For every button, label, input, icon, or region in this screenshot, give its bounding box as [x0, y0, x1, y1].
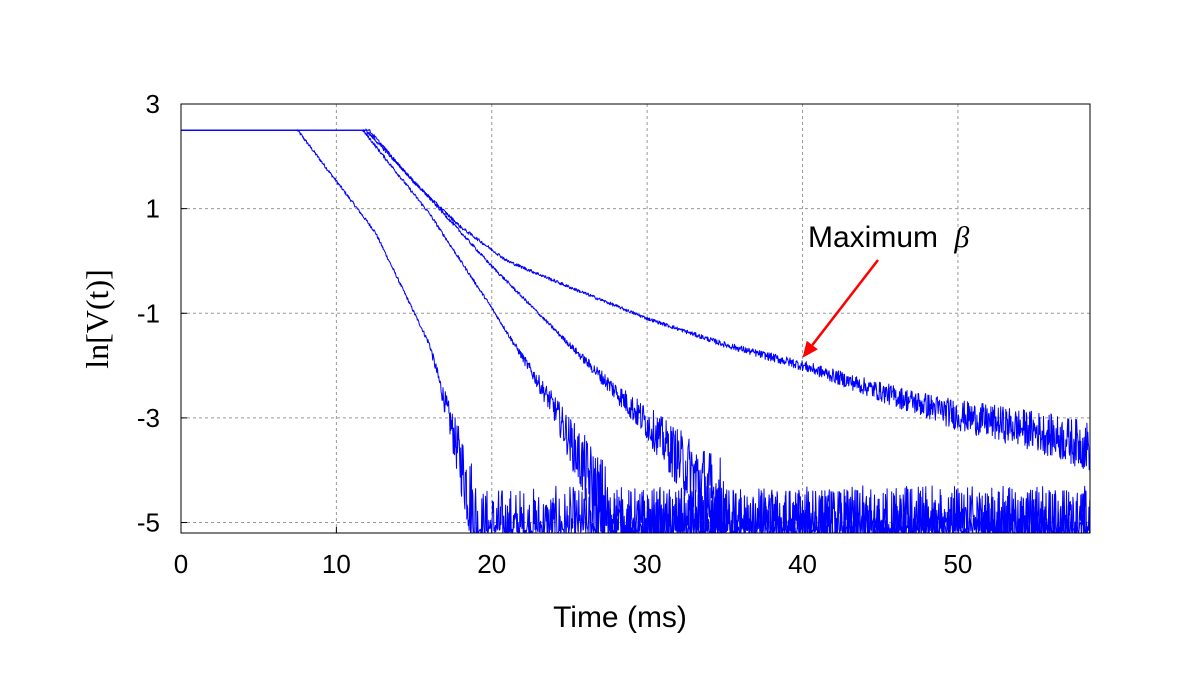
y-tick-label: -5 [137, 508, 160, 538]
annotation: Maximum β [802, 221, 969, 358]
x-tick-label: 50 [943, 549, 972, 579]
series-line-1 [180, 129, 1091, 534]
annotation-arrow [811, 259, 879, 346]
grid [180, 103, 1090, 533]
y-tick-label: 1 [146, 194, 160, 224]
x-tick-label: 10 [322, 549, 351, 579]
tick-labels: 0 10 20 30 40 50 3 1 -1 -3 -5 [137, 89, 973, 579]
series-line-2 [180, 129, 1091, 534]
y-axis-label: ln[V(t)] [79, 269, 115, 369]
x-axis-label: Time (ms) [553, 601, 687, 634]
annotation-arrow-head [802, 340, 818, 358]
y-tick-label: -3 [137, 403, 160, 433]
x-tick-label: 30 [633, 549, 662, 579]
svg-text:Maximum β: Maximum β [808, 221, 969, 254]
y-tick-label: 3 [146, 89, 160, 119]
x-tick-label: 40 [788, 549, 817, 579]
y-tick-label: -1 [137, 298, 160, 328]
plot-frame [180, 103, 1091, 534]
series-group [180, 128, 1091, 534]
annotation-text: Maximum [808, 221, 938, 254]
annotation-symbol: β [953, 221, 969, 254]
series-line-3 [180, 128, 725, 534]
series-line-4 [180, 129, 1091, 533]
x-tick-label: 0 [174, 549, 188, 579]
x-tick-label: 20 [477, 549, 506, 579]
